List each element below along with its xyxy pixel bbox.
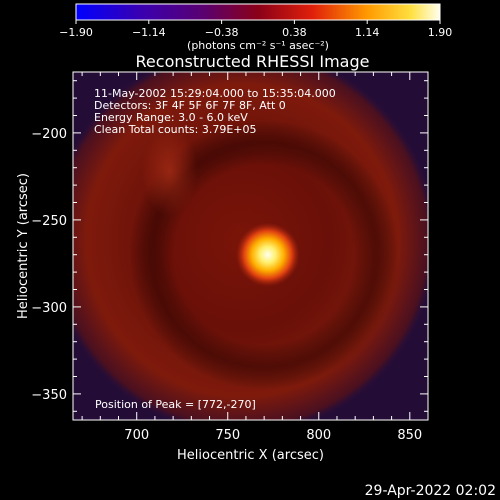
annotation-line: Energy Range: 3.0 - 6.0 keV	[94, 111, 248, 124]
plot-frame	[72, 71, 429, 421]
footer-timestamp: 29-Apr-2022 02:02	[365, 483, 496, 499]
colorbar-tick-label: 0.38	[282, 26, 307, 39]
peak-position-annotation: Position of Peak = [772,-270]	[95, 398, 256, 411]
y-axis-ticks: −200 −250 −300 −350	[31, 80, 428, 412]
colorbar-tick-label: 1.90	[428, 26, 453, 39]
y-tick-label: −300	[31, 301, 67, 316]
y-axis-label: Heliocentric Y (arcsec)	[16, 173, 31, 319]
x-tick-label: 850	[397, 428, 422, 443]
chart-title: Reconstructed RHESSI Image	[136, 52, 370, 71]
colorbar-tick-label: −0.38	[205, 26, 239, 39]
annotation-line: Clean Total counts: 3.79E+05	[94, 123, 257, 136]
y-tick-label: −200	[31, 127, 67, 142]
x-tick-label: 750	[215, 428, 240, 443]
x-axis-label: Heliocentric X (arcsec)	[177, 448, 324, 463]
x-tick-label: 700	[124, 428, 149, 443]
colorbar: −1.90 −1.14 −0.38 0.38 1.14 1.90 (photons cm⁻…	[59, 3, 452, 52]
x-axis-ticks: 700 750 800 850	[81, 72, 429, 443]
colorbar-tick-label: −1.90	[59, 26, 93, 39]
colorbar-unit-label: (photons cm⁻² s⁻¹ asec⁻²)	[187, 39, 329, 52]
colorbar-tick-label: 1.14	[355, 26, 380, 39]
colorbar-tick-label: −1.14	[132, 26, 166, 39]
y-tick-label: −350	[31, 388, 67, 403]
annotation-line: Detectors: 3F 4F 5F 6F 7F 8F, Att 0	[94, 99, 286, 112]
peak-source	[235, 222, 300, 287]
x-tick-label: 800	[306, 428, 331, 443]
annotation-line: 11-May-2002 15:29:04.000 to 15:35:04.000	[94, 87, 336, 100]
colorbar-ticks: −1.90 −1.14 −0.38 0.38 1.14 1.90	[59, 20, 452, 39]
y-tick-label: −250	[31, 214, 67, 229]
upper-left-bright-region	[141, 126, 198, 217]
heatmap-image	[73, 72, 428, 420]
observation-annotations: 11-May-2002 15:29:04.000 to 15:35:04.000…	[94, 87, 336, 136]
colorbar-gradient	[75, 3, 441, 21]
